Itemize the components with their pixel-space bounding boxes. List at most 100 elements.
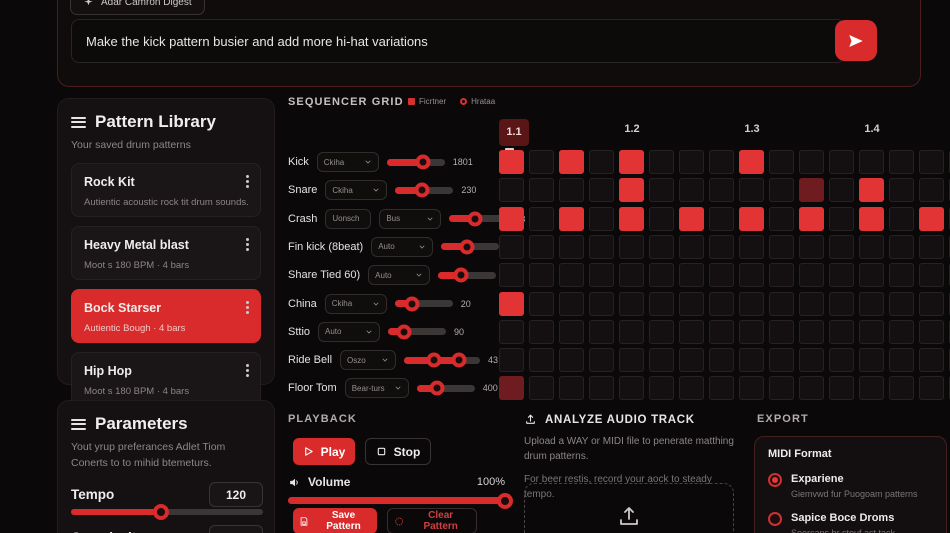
grid-cell[interactable]: [739, 263, 764, 288]
pattern-item[interactable]: Heavy Metal blast Moot s 180 BPM · 4 bars: [71, 225, 261, 280]
grid-cell[interactable]: [709, 291, 734, 316]
sequencer-tool[interactable]: Hrataa: [460, 97, 495, 106]
grid-cell[interactable]: [619, 150, 644, 174]
export-format-option[interactable]: Sapice Boce Droms Seercans br stouf ast t…: [768, 512, 933, 533]
grid-cell[interactable]: [649, 376, 674, 401]
grid-cell[interactable]: [769, 263, 794, 288]
grid-cell[interactable]: [649, 263, 674, 288]
grid-cell[interactable]: [499, 178, 524, 203]
grid-cell[interactable]: [889, 291, 914, 316]
grid-cell[interactable]: [619, 234, 644, 259]
grid-cell[interactable]: [559, 291, 584, 316]
grid-cell[interactable]: [889, 150, 914, 174]
sequencer-tool[interactable]: Ficrtner: [408, 97, 446, 106]
grid-cell[interactable]: [649, 206, 674, 231]
grid-cell[interactable]: [739, 234, 764, 259]
grid-cell[interactable]: [739, 206, 764, 231]
grid-cell[interactable]: [529, 376, 554, 401]
pattern-item[interactable]: Bock Starser Autientic Bough · 4 bars: [71, 288, 261, 343]
grid-cell[interactable]: [739, 376, 764, 401]
grid-cell[interactable]: [589, 206, 614, 231]
instrument-select[interactable]: Bear-turs: [344, 378, 409, 399]
grid-cell[interactable]: [649, 348, 674, 373]
grid-cell[interactable]: [769, 319, 794, 344]
slider-handle[interactable]: [414, 182, 430, 198]
slider-handle[interactable]: [429, 380, 445, 396]
grid-cell[interactable]: [859, 178, 884, 203]
slider-handle[interactable]: [467, 211, 483, 227]
velocity-slider[interactable]: [416, 380, 475, 396]
grid-cell[interactable]: [829, 319, 854, 344]
audio-dropzone[interactable]: Click or drag & drop audio: [524, 483, 734, 533]
grid-cell[interactable]: [619, 178, 644, 203]
grid-cell[interactable]: [499, 263, 524, 288]
grid-cell[interactable]: [859, 376, 884, 401]
grid-cell[interactable]: [739, 348, 764, 373]
grid-cell[interactable]: [889, 206, 914, 231]
grid-cell[interactable]: [889, 263, 914, 288]
grid-cell[interactable]: [559, 319, 584, 344]
instrument-select[interactable]: Bus: [379, 208, 442, 229]
grid-cell[interactable]: [619, 263, 644, 288]
grid-cell[interactable]: [589, 178, 614, 203]
grid-cell[interactable]: [529, 348, 554, 373]
instrument-select[interactable]: Auto: [371, 236, 434, 257]
grid-cell[interactable]: [589, 376, 614, 401]
grid-cell[interactable]: [529, 178, 554, 203]
grid-cell[interactable]: [919, 206, 944, 231]
grid-cell[interactable]: [619, 291, 644, 316]
pattern-item[interactable]: Hip Hop Moot s 180 BPM · 4 bars: [71, 351, 261, 406]
send-button[interactable]: [835, 20, 877, 61]
pattern-item[interactable]: Rock Kit Autientic acoustic rock tit drum…: [71, 162, 261, 217]
velocity-slider[interactable]: [441, 239, 500, 255]
grid-cell[interactable]: [679, 319, 704, 344]
grid-cell[interactable]: [889, 178, 914, 203]
grid-cell[interactable]: [589, 263, 614, 288]
grid-cell[interactable]: [799, 376, 824, 401]
grid-cell[interactable]: [679, 234, 704, 259]
grid-cell[interactable]: [769, 178, 794, 203]
prompt-suggestion-chip[interactable]: Adar Camron Digest: [70, 0, 205, 15]
grid-cell[interactable]: [589, 348, 614, 373]
grid-cell[interactable]: [529, 234, 554, 259]
grid-cell[interactable]: [649, 319, 674, 344]
grid-cell[interactable]: [679, 206, 704, 231]
grid-cell[interactable]: [499, 376, 524, 401]
instrument-select[interactable]: Oszo: [340, 350, 397, 371]
grid-cell[interactable]: [529, 319, 554, 344]
grid-cell[interactable]: [649, 291, 674, 316]
grid-cell[interactable]: [679, 376, 704, 401]
grid-cell[interactable]: [709, 348, 734, 373]
instrument-select[interactable]: Ckiha: [325, 180, 388, 201]
prompt-input[interactable]: [71, 19, 845, 63]
grid-cell[interactable]: [919, 178, 944, 203]
grid-cell[interactable]: [709, 319, 734, 344]
grid-cell[interactable]: [829, 178, 854, 203]
grid-cell[interactable]: [829, 234, 854, 259]
grid-cell[interactable]: [859, 234, 884, 259]
grid-cell[interactable]: [589, 150, 614, 174]
slider-handle[interactable]: [453, 267, 469, 283]
grid-cell[interactable]: [859, 206, 884, 231]
grid-cell[interactable]: [769, 150, 794, 174]
grid-cell[interactable]: [889, 234, 914, 259]
grid-cell[interactable]: [649, 178, 674, 203]
grid-cell[interactable]: [919, 291, 944, 316]
grid-cell[interactable]: [679, 263, 704, 288]
grid-cell[interactable]: [529, 206, 554, 231]
grid-cell[interactable]: [919, 234, 944, 259]
grid-cell[interactable]: [709, 234, 734, 259]
velocity-slider[interactable]: [394, 296, 453, 311]
grid-cell[interactable]: [829, 206, 854, 231]
grid-cell[interactable]: [919, 376, 944, 401]
grid-cell[interactable]: [799, 291, 824, 316]
grid-cell[interactable]: [739, 291, 764, 316]
kebab-menu-icon[interactable]: [246, 363, 249, 377]
grid-cell[interactable]: [859, 348, 884, 373]
grid-cell[interactable]: [769, 291, 794, 316]
slider-handle[interactable]: [497, 492, 513, 509]
grid-cell[interactable]: [499, 206, 524, 231]
grid-cell[interactable]: [799, 348, 824, 373]
grid-cell[interactable]: [799, 263, 824, 288]
grid-cell[interactable]: [829, 348, 854, 373]
